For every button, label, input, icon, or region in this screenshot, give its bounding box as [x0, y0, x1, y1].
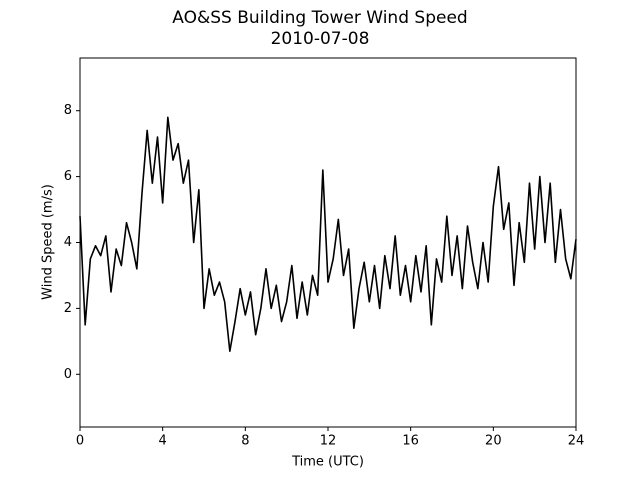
chart-title: AO&SS Building Tower Wind Speed [172, 8, 467, 28]
x-tick-label: 8 [241, 434, 249, 449]
y-tick-label: 2 [64, 301, 72, 316]
chart-subtitle: 2010-07-08 [271, 29, 370, 49]
x-tick-label: 24 [568, 434, 585, 449]
x-tick-label: 12 [320, 434, 337, 449]
y-tick-label: 4 [64, 235, 72, 250]
x-tick-label: 20 [485, 434, 502, 449]
plot-frame [79, 57, 577, 428]
x-tick-label: 16 [402, 434, 419, 449]
data-line [79, 116, 577, 353]
y-axis-label: Wind Speed (m/s) [41, 184, 56, 300]
x-tick-label: 0 [76, 434, 84, 449]
y-tick-label: 8 [64, 103, 72, 118]
y-tick-label: 0 [64, 367, 72, 382]
x-tick-label: 4 [159, 434, 167, 449]
x-axis-label: Time (UTC) [291, 455, 364, 470]
y-tick-label: 6 [64, 169, 72, 184]
